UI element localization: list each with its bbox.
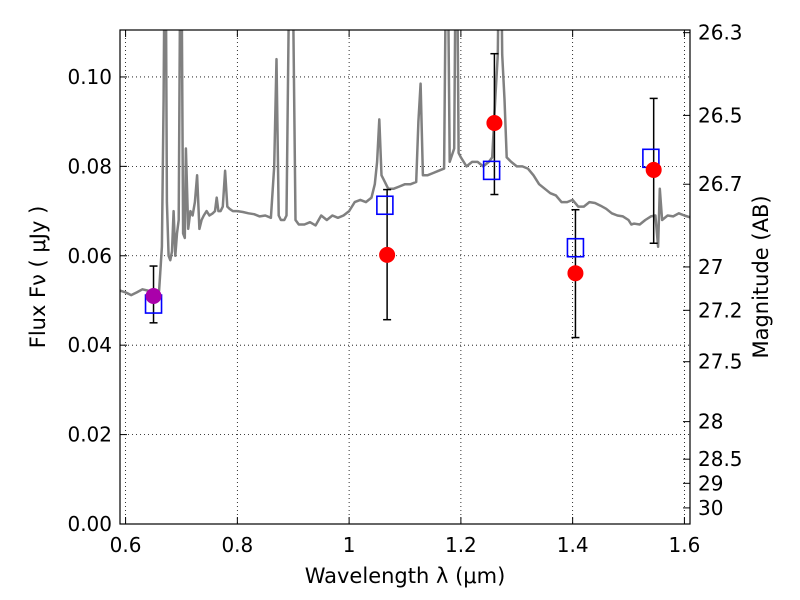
y-right-tick-label: 27.2 <box>698 298 743 322</box>
model-photometry-square <box>376 195 394 216</box>
x-tick-label: 0.8 <box>221 533 253 557</box>
y-right-tick-label: 27.5 <box>698 350 743 374</box>
y-tick-label: 0.02 <box>67 423 112 447</box>
x-tick-label: 0.6 <box>110 533 142 557</box>
x-tick-label: 1.2 <box>445 533 477 557</box>
model-photometry-square <box>566 237 585 258</box>
y-right-tick-label: 28 <box>698 410 723 434</box>
x-tick-label: 1.4 <box>557 533 589 557</box>
observed-point <box>645 161 662 178</box>
model-spectrum-layer <box>120 30 690 297</box>
observed-point <box>145 288 162 304</box>
y-right-tick-label: 29 <box>698 471 723 495</box>
y-tick-label: 0.10 <box>67 65 112 89</box>
model-photometry-square <box>482 160 501 181</box>
axis-ticks-layer: 0.6 0.8 1 1.2 1.4 1.6 0.00 0.02 0.04 0.06 0.08 0.10… <box>67 21 742 557</box>
observed-point <box>486 114 503 131</box>
y-tick-label: 0.06 <box>67 244 112 268</box>
y-right-tick-label: 27 <box>698 255 723 279</box>
y-right-axis-label: Magnitude (AB) <box>749 195 773 358</box>
y-right-tick-label: 26.7 <box>698 172 743 196</box>
grid-lines <box>120 30 690 525</box>
observed-points-layer <box>145 114 662 304</box>
y-axis-label: Flux Fν ( μJy ) <box>26 206 50 349</box>
y-right-tick-label: 30 <box>698 496 723 520</box>
model-spectrum-line <box>120 30 690 297</box>
model-photometry-layer <box>144 148 660 314</box>
y-tick-label: 0.04 <box>67 333 112 357</box>
x-tick-label: 1.6 <box>669 533 701 557</box>
observed-point <box>379 246 396 263</box>
x-tick-label: 1 <box>343 533 356 557</box>
y-right-tick-label: 26.3 <box>698 21 743 45</box>
plot-frame <box>119 29 691 525</box>
x-axis-label: Wavelength λ (μm) <box>305 564 506 588</box>
observed-point <box>567 265 584 282</box>
y-right-tick-label: 26.5 <box>698 103 743 127</box>
y-tick-label: 0.08 <box>67 154 112 178</box>
y-tick-label: 0.00 <box>67 512 112 536</box>
y-right-tick-label: 28.5 <box>698 447 743 471</box>
